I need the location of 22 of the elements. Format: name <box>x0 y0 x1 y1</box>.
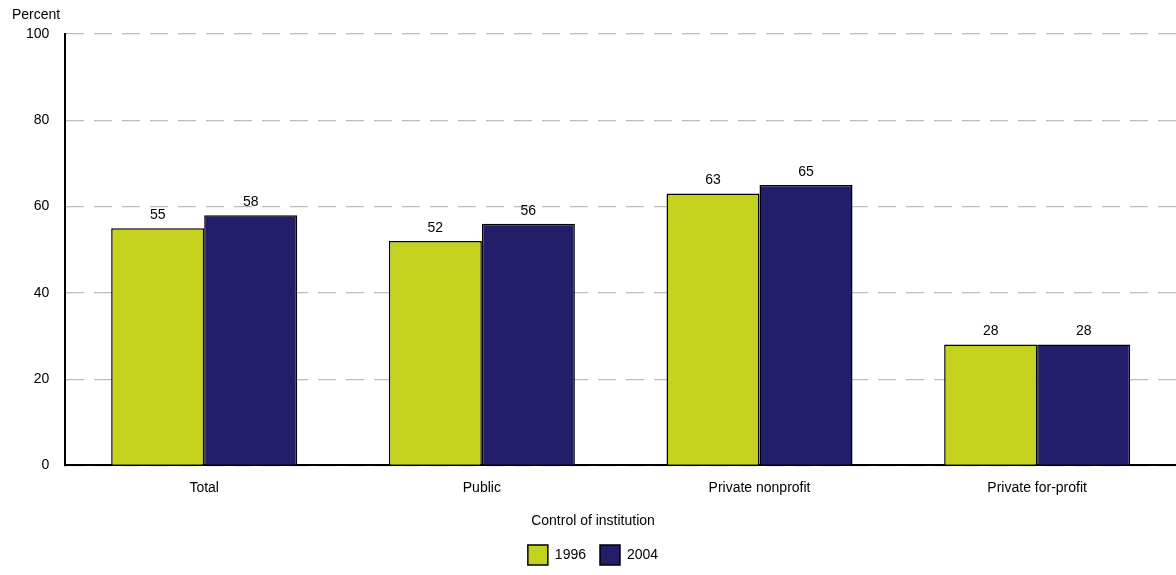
legend-title: Control of institution <box>531 512 655 529</box>
y-tick-label: 80 <box>33 111 50 128</box>
data-label: 55 <box>149 205 166 222</box>
data-label: 63 <box>705 171 721 188</box>
legend-label: 1996 <box>554 545 587 562</box>
data-label: 28 <box>982 322 999 339</box>
y-tick-label: 60 <box>33 197 50 214</box>
y-tick-label: 40 <box>33 283 50 300</box>
y-tick-label: 0 <box>41 456 50 473</box>
y-tick-label: 20 <box>33 369 50 386</box>
y-tick-label: 100 <box>26 24 50 41</box>
x-tick-label: Private nonprofit <box>708 478 811 495</box>
legend-label: 2004 <box>627 545 659 562</box>
x-tick-label: Total <box>189 478 219 495</box>
data-label: 56 <box>520 201 537 218</box>
x-tick-label: Public <box>462 478 501 495</box>
data-label: 28 <box>1075 322 1092 339</box>
data-label: 58 <box>242 193 259 210</box>
x-tick-label: Private for-profit <box>987 478 1088 495</box>
data-label: 52 <box>427 218 444 235</box>
y-axis-title: Percent <box>12 5 61 22</box>
data-label: 65 <box>798 162 815 179</box>
